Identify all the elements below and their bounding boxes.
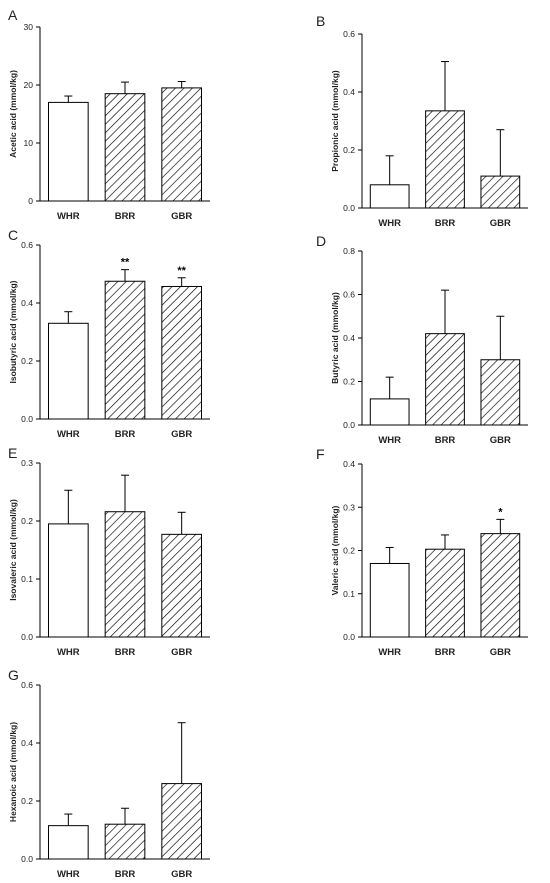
x-tick-label: BRR	[115, 429, 136, 440]
y-tick-label: 0.2	[21, 796, 33, 806]
x-tick-label: GBR	[171, 429, 192, 440]
y-tick-label: 0.3	[21, 458, 33, 468]
y-axis-label: Butyric acid (mmol/kg)	[330, 292, 340, 384]
y-tick-label: 0.1	[343, 589, 355, 599]
y-tick-label: 0.2	[343, 145, 355, 155]
y-tick-label: 0.4	[343, 87, 355, 97]
bar-brr	[104, 823, 146, 860]
bar-gbr	[480, 533, 521, 638]
y-tick-label: 0.4	[343, 333, 355, 343]
panel-label: G	[8, 667, 19, 683]
y-tick-label: 0.2	[343, 377, 355, 387]
x-tick-label: GBR	[171, 869, 192, 880]
bar-whr	[48, 523, 89, 638]
y-tick-label: 0.0	[343, 420, 355, 430]
x-tick-label: WHR	[57, 869, 80, 880]
y-tick-label: 0.0	[21, 854, 33, 864]
bar-gbr	[161, 533, 202, 638]
y-tick-label: 0.1	[21, 574, 33, 584]
x-tick-label: BRR	[435, 435, 456, 446]
y-tick-label: 0	[28, 196, 33, 206]
significance-marker: **	[121, 257, 130, 269]
bar-brr	[425, 110, 465, 209]
x-tick-label: BRR	[435, 647, 456, 658]
chart-panel-e: E 0.0 0.1 0.2 0.3 Isovaleric acid (mmol/kg) WH…	[8, 445, 210, 658]
x-tick-label: WHR	[378, 647, 401, 658]
chart-panel-a: A 0 10 20 30 Acetic acid (mmol/kg) WHR BRR GBR	[8, 7, 210, 222]
y-tick-label: 0.6	[21, 680, 33, 690]
significance-marker: **	[177, 265, 186, 277]
x-tick-label: GBR	[490, 647, 511, 658]
y-tick-label: 0.2	[21, 356, 33, 366]
y-tick-label: 0.2	[343, 546, 355, 556]
chart-panel-c: C 0.0 0.2 0.4 0.6 Isobutyric acid (mmol/kg) WH…	[8, 227, 210, 440]
bar-brr	[425, 548, 465, 638]
y-tick-label: 0.4	[21, 738, 33, 748]
bar-brr	[425, 333, 465, 426]
x-tick-label: WHR	[57, 647, 80, 658]
y-axis-label: Propionic acid (mmol/kg)	[330, 70, 340, 172]
panel-label: D	[316, 233, 326, 249]
panel-label: B	[316, 13, 325, 29]
x-tick-label: GBR	[490, 435, 511, 446]
bar-brr	[104, 280, 146, 420]
chart-panel-g: G 0.0 0.2 0.4 0.6 Hexanoic acid (mmol/kg) WHR B…	[8, 667, 210, 880]
y-axis-label: Hexanoic acid (mmol/kg)	[8, 722, 18, 822]
chart-panel-f: F 0.0 0.1 0.2 0.3 0.4 Valeric acid (mmol/kg) WH…	[316, 446, 528, 658]
x-tick-label: GBR	[171, 211, 192, 222]
y-tick-label: 10	[24, 138, 34, 148]
x-tick-label: WHR	[378, 218, 401, 229]
y-axis-label: Acetic acid (mmol/kg)	[8, 70, 18, 158]
x-tick-label: BRR	[115, 869, 136, 880]
y-tick-label: 0.6	[343, 290, 355, 300]
chart-panel-b: B 0.0 0.2 0.4 0.6 Propionic acid (mmol/kg) WHR…	[316, 13, 528, 229]
bar-whr	[48, 322, 89, 420]
significance-marker: *	[498, 506, 503, 518]
bar-whr	[369, 184, 410, 209]
bar-gbr	[161, 285, 202, 420]
y-tick-label: 0.0	[21, 414, 33, 424]
y-tick-label: 0.0	[343, 203, 355, 213]
x-tick-label: BRR	[435, 218, 456, 229]
bar-whr	[48, 825, 89, 860]
bar-brr	[104, 93, 146, 202]
x-tick-label: GBR	[171, 647, 192, 658]
bar-brr	[104, 511, 146, 638]
chart-panel-d: D 0.0 0.2 0.4 0.6 0.8 Butyric acid (mmol/kg) WH…	[316, 233, 528, 446]
x-tick-label: BRR	[115, 211, 136, 222]
bar-whr	[48, 101, 89, 202]
y-tick-label: 0.3	[343, 502, 355, 512]
x-tick-label: BRR	[115, 647, 136, 658]
y-tick-label: 30	[24, 22, 34, 32]
panel-label: E	[8, 445, 17, 461]
x-tick-label: WHR	[57, 211, 80, 222]
x-tick-label: WHR	[378, 435, 401, 446]
panel-label: C	[8, 227, 18, 243]
bar-gbr	[161, 783, 202, 860]
y-tick-label: 0.6	[21, 240, 33, 250]
bar-gbr	[480, 175, 521, 209]
y-tick-label: 0.4	[343, 459, 355, 469]
y-axis-label: Isovaleric acid (mmol/kg)	[8, 499, 18, 601]
y-tick-label: 0.8	[343, 246, 355, 256]
y-axis-label: Isobutyric acid (mmol/kg)	[8, 280, 18, 383]
panel-label: A	[8, 7, 18, 23]
y-tick-label: 0.0	[343, 632, 355, 642]
panel-label: F	[316, 446, 325, 462]
x-tick-label: WHR	[57, 429, 80, 440]
bar-whr	[369, 562, 410, 638]
x-tick-label: GBR	[490, 218, 511, 229]
y-tick-label: 0.6	[343, 29, 355, 39]
y-tick-label: 0.4	[21, 298, 33, 308]
y-tick-label: 0.2	[21, 516, 33, 526]
bar-gbr	[161, 87, 202, 202]
y-tick-label: 0.0	[21, 632, 33, 642]
bar-gbr	[480, 359, 521, 426]
y-tick-label: 20	[24, 80, 34, 90]
bar-whr	[369, 398, 410, 426]
y-axis-label: Valeric acid (mmol/kg)	[330, 505, 340, 595]
